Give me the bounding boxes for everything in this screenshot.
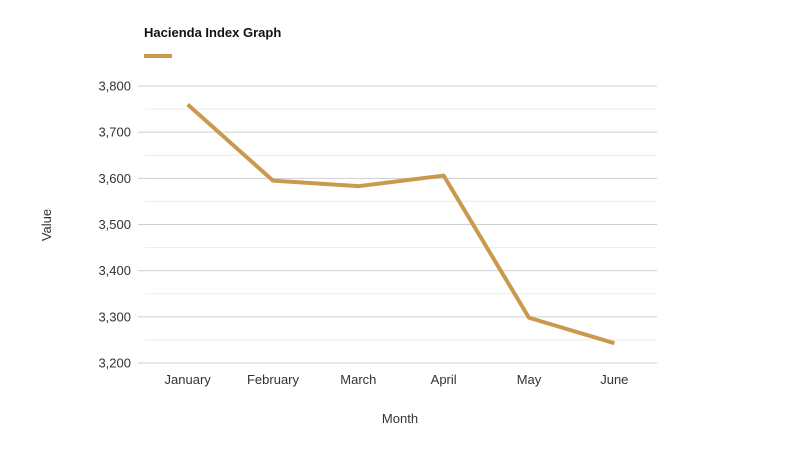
y-axis-label: Value [39, 209, 54, 241]
y-axis-ticks: 3,800 3,700 3,600 3,500 3,400 3,300 3,200 [98, 79, 145, 371]
data-point-march[interactable] [352, 180, 364, 192]
grid-lines [145, 85, 657, 364]
y-tick-label: 3,800 [98, 79, 131, 94]
y-tick-label: 3,300 [98, 309, 131, 324]
x-axis-ticks: January February March April May June [165, 372, 629, 387]
data-point-april[interactable] [438, 170, 450, 182]
x-tick-label: June [600, 372, 628, 387]
y-tick-label: 3,200 [98, 356, 131, 371]
y-tick-label: 3,500 [98, 217, 131, 232]
series-line [186, 102, 615, 346]
data-point-january[interactable] [182, 98, 194, 110]
y-tick-label: 3,400 [98, 263, 131, 278]
x-tick-label: January [165, 372, 212, 387]
series-layer [182, 98, 620, 349]
data-point-may[interactable] [523, 312, 535, 324]
x-tick-label: February [247, 372, 300, 387]
chart-title: Hacienda Index Graph [144, 25, 281, 40]
x-axis-label: Month [382, 411, 418, 426]
data-point-june[interactable] [608, 337, 620, 349]
x-tick-label: April [431, 372, 457, 387]
x-tick-label: May [517, 372, 542, 387]
y-tick-label: 3,700 [98, 125, 131, 140]
data-point-february[interactable] [267, 175, 279, 187]
x-tick-label: March [340, 372, 376, 387]
y-tick-label: 3,600 [98, 171, 131, 186]
